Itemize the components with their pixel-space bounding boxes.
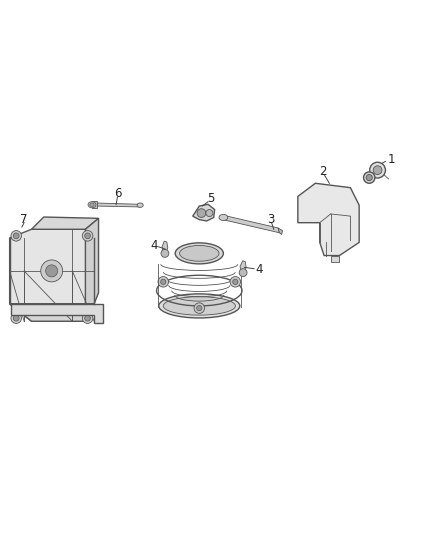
Circle shape xyxy=(13,316,19,321)
Circle shape xyxy=(82,313,93,324)
Ellipse shape xyxy=(180,246,219,261)
Text: 7: 7 xyxy=(20,213,28,226)
Ellipse shape xyxy=(88,201,96,208)
Circle shape xyxy=(82,231,93,241)
Polygon shape xyxy=(10,229,94,321)
Circle shape xyxy=(233,279,238,285)
Ellipse shape xyxy=(137,203,143,207)
Polygon shape xyxy=(10,304,94,321)
Text: 5: 5 xyxy=(207,192,214,205)
Polygon shape xyxy=(162,241,168,253)
Circle shape xyxy=(46,265,58,277)
Circle shape xyxy=(161,249,169,257)
Circle shape xyxy=(13,233,19,239)
Ellipse shape xyxy=(219,214,228,221)
Polygon shape xyxy=(95,203,140,207)
Ellipse shape xyxy=(175,243,223,264)
Ellipse shape xyxy=(90,203,94,206)
Circle shape xyxy=(366,174,372,181)
Circle shape xyxy=(370,162,385,178)
Circle shape xyxy=(85,233,91,239)
Text: 1: 1 xyxy=(387,152,395,166)
Ellipse shape xyxy=(163,297,236,315)
Polygon shape xyxy=(92,201,97,208)
Circle shape xyxy=(85,316,91,321)
Text: 2: 2 xyxy=(319,165,327,177)
Circle shape xyxy=(161,279,166,285)
Polygon shape xyxy=(331,255,339,262)
Circle shape xyxy=(158,277,169,287)
Ellipse shape xyxy=(159,294,240,318)
Circle shape xyxy=(11,313,21,324)
Circle shape xyxy=(239,269,247,277)
Circle shape xyxy=(197,209,206,217)
Circle shape xyxy=(194,303,205,313)
Circle shape xyxy=(373,166,382,174)
Text: 6: 6 xyxy=(113,187,121,200)
Polygon shape xyxy=(240,261,246,273)
Polygon shape xyxy=(193,204,215,221)
Circle shape xyxy=(206,209,213,216)
Circle shape xyxy=(230,277,240,287)
Text: 4: 4 xyxy=(255,263,263,276)
Polygon shape xyxy=(278,228,283,235)
Polygon shape xyxy=(85,219,99,321)
Text: 4: 4 xyxy=(150,239,158,252)
Text: 3: 3 xyxy=(267,213,274,225)
Circle shape xyxy=(197,305,202,311)
Circle shape xyxy=(364,172,375,183)
Polygon shape xyxy=(32,217,99,229)
Polygon shape xyxy=(11,304,103,324)
Polygon shape xyxy=(298,183,359,255)
Circle shape xyxy=(11,231,21,241)
Circle shape xyxy=(41,260,63,282)
Polygon shape xyxy=(223,215,279,233)
